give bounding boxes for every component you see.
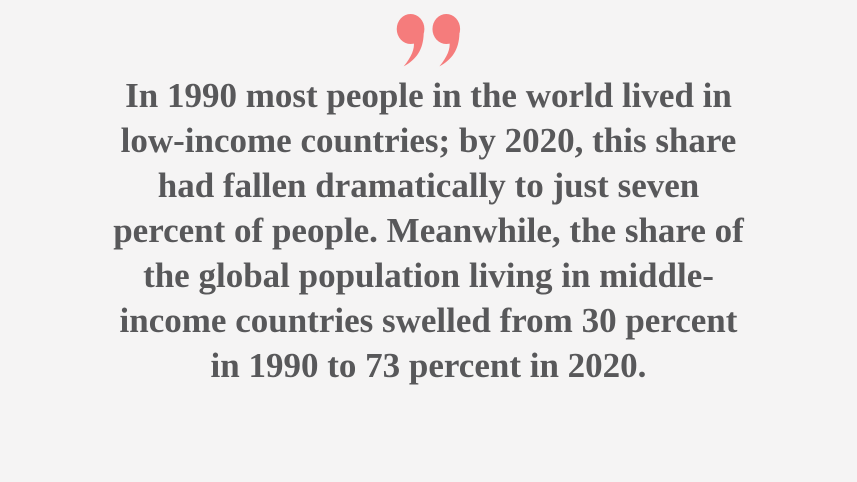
- quote-comma-left: [396, 14, 424, 67]
- quote-line: had fallen dramatically to just seven: [157, 166, 700, 205]
- quote-line: low-income countries; by 2020, this shar…: [120, 121, 737, 160]
- quote-line: income countries swelled from 30 percent: [119, 301, 738, 340]
- quote-line: the global population living in middle-: [143, 256, 714, 295]
- quote-text: In 1990 most people in the world lived i…: [113, 73, 744, 388]
- quote-line: percent of people. Meanwhile, the share …: [113, 211, 744, 250]
- quote-line: In 1990 most people in the world lived i…: [125, 76, 732, 115]
- quote-line: in 1990 to 73 percent in 2020.: [210, 346, 647, 385]
- quote-icon: [396, 14, 462, 67]
- quote-comma-right: [431, 14, 460, 67]
